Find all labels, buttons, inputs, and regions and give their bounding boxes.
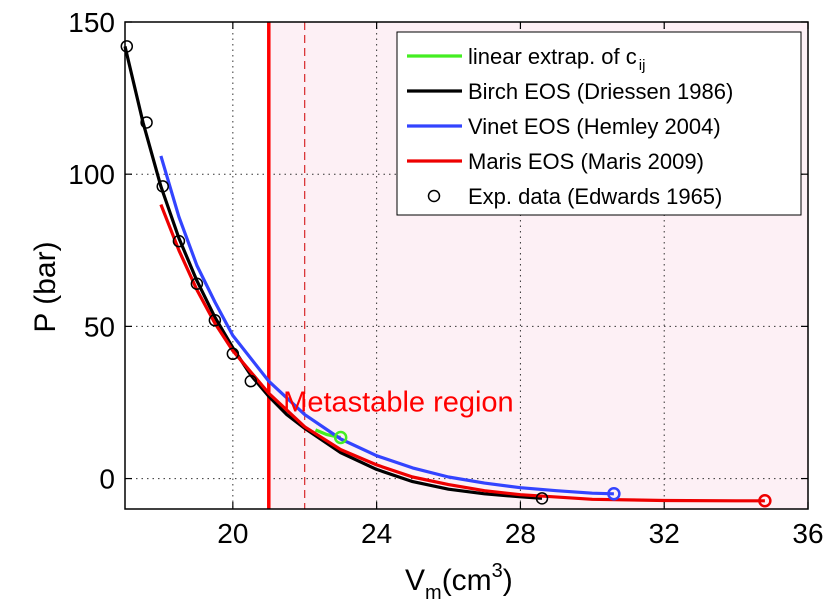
data-point xyxy=(156,180,169,193)
data-point xyxy=(208,314,222,327)
legend-label-subscript: ij xyxy=(639,57,646,74)
y-tick-label: 150 xyxy=(68,7,115,38)
metastable-annotation: Metastable region xyxy=(283,387,514,419)
y-tick-label: 0 xyxy=(99,464,115,495)
data-point xyxy=(190,277,204,291)
x-axis-label: Vm(cm3) xyxy=(405,560,513,604)
x-axis-label-sup: 3 xyxy=(492,560,503,582)
marker-layer xyxy=(120,40,772,508)
x-tick-label: 24 xyxy=(361,518,392,549)
series-end-marker xyxy=(607,487,621,501)
series-end-marker xyxy=(758,494,772,508)
x-axis-label-main: V xyxy=(405,564,425,597)
legend-label: Vinet EOS (Hemley 2004) xyxy=(468,114,721,139)
series-line-vinet-eos-hemley-2004 xyxy=(159,155,614,496)
data-point xyxy=(120,40,134,53)
series-end-marker xyxy=(333,430,348,445)
tick-layer: 20 24 28 32 36 0 50 100 150 xyxy=(68,7,823,549)
legend-label: Exp. data (Edwards 1965) xyxy=(468,184,722,209)
x-tick-label: 32 xyxy=(649,518,680,549)
legend-swatch xyxy=(427,189,441,203)
data-point xyxy=(226,347,240,361)
y-tick-label: 50 xyxy=(84,311,115,342)
legend-label: Maris EOS (Maris 2009) xyxy=(468,149,704,174)
x-tick-label: 28 xyxy=(505,518,536,549)
legend-label: Birch EOS (Driessen 1986) xyxy=(468,79,733,104)
data-point xyxy=(535,492,549,505)
data-point xyxy=(140,116,153,129)
y-tick-label: 100 xyxy=(68,159,115,190)
x-tick-label: 20 xyxy=(217,518,248,549)
data-point xyxy=(172,234,186,248)
x-axis-label-sub: m xyxy=(425,582,442,604)
legend-box xyxy=(396,31,802,216)
x-axis-label-unit: (cm xyxy=(442,564,492,597)
series-line-birch-eos-driessen-1986 xyxy=(123,46,543,500)
data-point xyxy=(244,374,258,388)
y-axis-label: P (bar) xyxy=(29,241,62,332)
x-tick-label: 36 xyxy=(792,518,823,549)
x-axis-label-close: ) xyxy=(503,564,513,597)
plot-frame xyxy=(124,21,809,510)
